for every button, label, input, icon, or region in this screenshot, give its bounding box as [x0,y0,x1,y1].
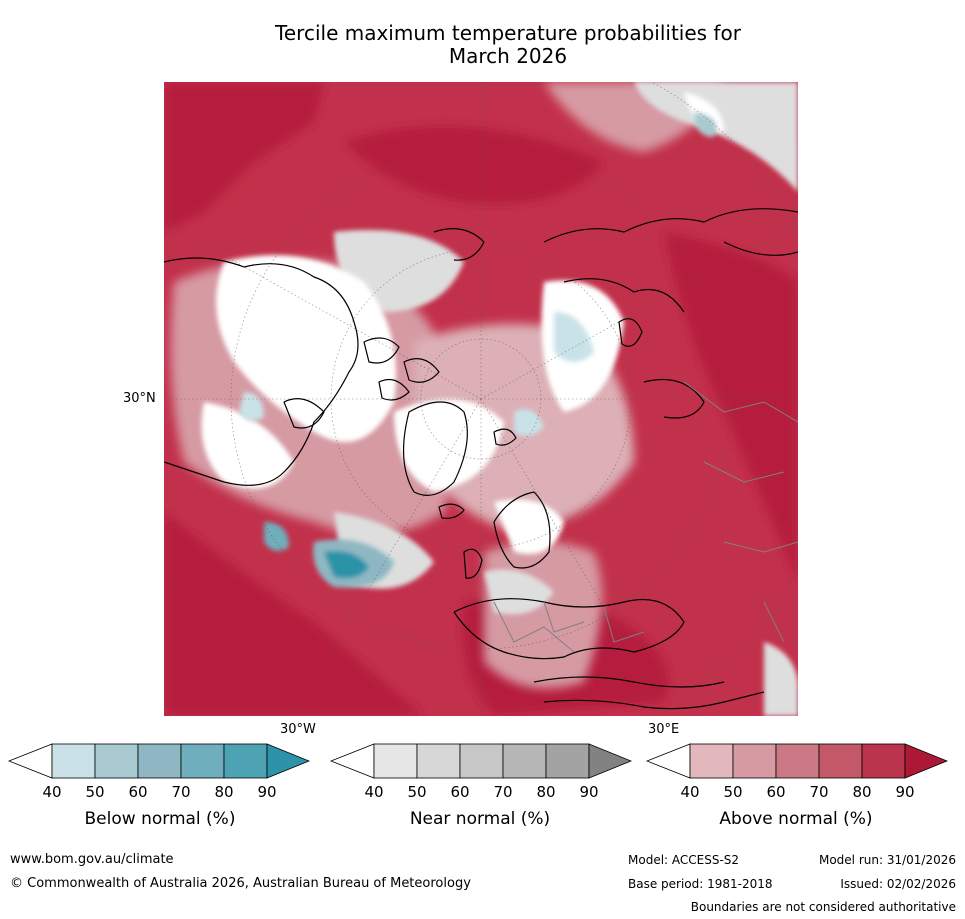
latitude-label: 30°N [123,391,156,406]
colorbar-swatch [502,743,547,779]
colorbar-tick-label: 40 [364,783,384,801]
colorbar-swatch [180,743,225,779]
colorbar-swatch [373,743,418,779]
colorbar-below-normal-label: Below normal (%) [84,809,236,829]
colorbar-extension-high [904,743,949,779]
colorbar-extension-low [7,743,53,779]
website-link[interactable]: www.bom.gov.au/climate [10,852,174,867]
colorbar-near-normal-label: Near normal (%) [409,809,551,829]
colorbar-tick-label: 60 [128,783,148,801]
longitude-label-west: 30°W [280,722,316,737]
model-name: Model: ACCESS-S2 [628,853,740,867]
below-normal-areas [239,112,717,588]
colorbar-swatch [818,743,863,779]
colorbar-swatch [94,743,139,779]
colorbar-tick-label: 80 [214,783,234,801]
copyright-notice: © Commonwealth of Australia 2026, Austra… [10,876,471,891]
colorbar-near-normal-swatches [329,743,633,779]
colorbar-swatch [732,743,777,779]
colorbar-tick-label: 60 [766,783,786,801]
colorbar-swatch [416,743,461,779]
colorbar-tick-label: 70 [171,783,191,801]
map-title-line1: Tercile maximum temperature probabilitie… [275,21,741,45]
colorbar-tick-label: 60 [450,783,470,801]
colorbar-below-normal: 40 50 60 70 80 90 Below normal (%) [7,743,311,833]
colorbar-extension-high [266,743,311,779]
colorbar-swatch [689,743,734,779]
colorbar-near-normal: 40 50 60 70 80 90 Near normal (%) [329,743,633,833]
graticule [164,82,798,716]
colorbar-extension-low [645,743,691,779]
longitude-label-east: 30°E [648,722,680,737]
probability-map [164,82,798,716]
boundary-disclaimer: Boundaries are not considered authoritat… [690,900,956,914]
issued-date: Issued: 02/02/2026 [840,877,956,891]
map-title-line2: March 2026 [448,44,568,68]
model-run-date: Model run: 31/01/2026 [818,853,956,867]
colorbar-tick-label: 80 [852,783,872,801]
colorbar-swatch [137,743,182,779]
base-period: Base period: 1981-2018 [628,877,773,891]
colorbar-below-normal-swatches [7,743,311,779]
colorbar-swatch [223,743,268,779]
colorbar-tick-label: 50 [85,783,105,801]
colorbar-extension-low [329,743,375,779]
colorbar-tick-label: 40 [42,783,62,801]
colorbar-extension-high [588,743,633,779]
colorbar-above-normal-swatches [645,743,949,779]
colorbar-tick-label: 50 [723,783,743,801]
colorbar-swatch [775,743,820,779]
colorbar-swatch [51,743,96,779]
colorbar-tick-label: 70 [493,783,513,801]
colorbar-tick-label: 90 [895,783,915,801]
colorbar-swatch [545,743,590,779]
colorbar-swatch [459,743,504,779]
colorbar-above-normal: 40 50 60 70 80 90 Above normal (%) [645,743,949,833]
colorbar-tick-label: 50 [407,783,427,801]
colorbar-above-normal-label: Above normal (%) [719,809,873,829]
greenland [402,401,468,496]
colorbar-tick-label: 40 [680,783,700,801]
borders [493,381,798,653]
colorbar-tick-label: 90 [579,783,599,801]
colorbar-tick-label: 80 [536,783,556,801]
colorbar-swatch [861,743,906,779]
colorbar-tick-label: 70 [809,783,829,801]
colorbar-tick-label: 90 [257,783,277,801]
